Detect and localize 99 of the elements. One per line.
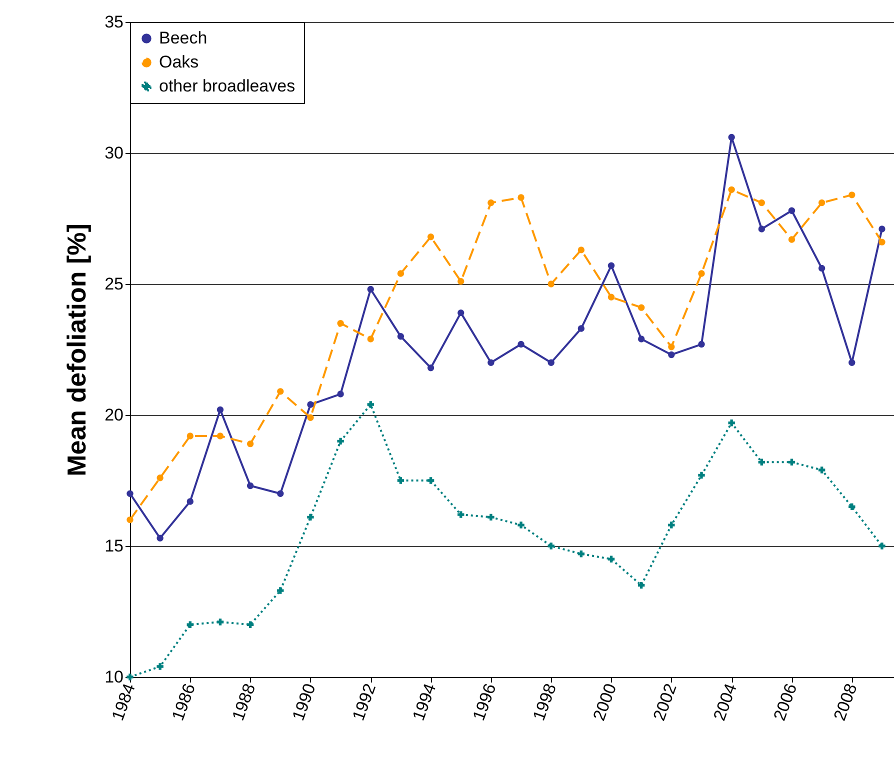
legend-label: other broadleaves [159, 76, 296, 96]
x-tick-label: 2004 [710, 681, 741, 724]
point [337, 438, 344, 445]
point [758, 226, 766, 232]
point [548, 359, 554, 366]
x-tick-label: 1996 [469, 681, 500, 724]
point [638, 336, 645, 342]
x-tick-label: 1994 [408, 681, 440, 724]
point [307, 514, 314, 521]
y-tick-label: 20 [104, 406, 124, 424]
point [126, 516, 134, 524]
point [186, 621, 194, 628]
y-tick-label: 15 [104, 536, 124, 556]
point [277, 587, 284, 594]
point [608, 556, 615, 562]
x-tick-label: 1988 [228, 681, 260, 724]
point [818, 264, 826, 272]
point [608, 262, 615, 270]
x-tick-label: 1986 [168, 681, 200, 724]
point [788, 207, 796, 214]
x-tick-label: 2008 [830, 681, 861, 724]
point [728, 186, 735, 194]
point [758, 199, 766, 206]
point [367, 401, 374, 408]
point [848, 503, 856, 510]
point [668, 344, 675, 350]
point [788, 458, 796, 466]
point [367, 286, 374, 293]
y-tick-label: 35 [104, 12, 124, 32]
point [156, 663, 164, 670]
point [427, 233, 434, 240]
point [458, 309, 464, 316]
point [397, 333, 404, 340]
point [758, 458, 766, 466]
point [488, 514, 494, 521]
point [848, 192, 856, 198]
point [608, 294, 615, 300]
point [578, 325, 585, 332]
point [186, 498, 194, 505]
point [578, 246, 585, 254]
point [156, 474, 164, 482]
point [578, 550, 585, 558]
point [216, 618, 224, 626]
point [548, 280, 554, 288]
point [818, 199, 826, 206]
point [277, 490, 284, 497]
y-tick-label: 25 [104, 274, 124, 294]
point [337, 390, 344, 398]
point [638, 582, 645, 589]
point [548, 542, 554, 550]
point [488, 199, 494, 206]
y-axis-title: Mean defoliation [%] [62, 224, 92, 476]
point [246, 440, 254, 448]
point [698, 270, 705, 277]
point [397, 477, 404, 484]
point [246, 621, 254, 628]
point [337, 320, 344, 327]
point [698, 472, 705, 479]
point [818, 466, 826, 474]
point [458, 278, 464, 285]
x-tick-label: 2000 [589, 681, 620, 724]
point [698, 340, 705, 348]
point [848, 359, 856, 366]
legend-label: Beech [159, 28, 208, 48]
point [246, 482, 254, 490]
point [488, 359, 494, 366]
point [427, 477, 434, 484]
point [458, 511, 464, 518]
point [518, 340, 524, 348]
point [307, 401, 314, 408]
point [878, 542, 886, 550]
point [367, 336, 374, 342]
point [307, 414, 314, 421]
point [638, 304, 645, 311]
point [668, 351, 675, 358]
x-tick-label: 2006 [770, 681, 801, 724]
point [156, 534, 164, 542]
point [518, 194, 524, 201]
point [728, 420, 735, 426]
point [728, 134, 735, 141]
point [518, 522, 524, 528]
x-tick-label: 1990 [288, 681, 320, 724]
legend-label: Oaks [159, 52, 199, 72]
point [788, 236, 796, 243]
x-tick-label: 2002 [650, 681, 680, 724]
x-tick-label: 1992 [348, 681, 380, 724]
point [126, 490, 134, 497]
point [878, 226, 886, 232]
point [216, 432, 224, 440]
point [668, 522, 675, 528]
point [277, 388, 284, 395]
point [427, 364, 434, 372]
point [878, 238, 886, 246]
point [186, 432, 194, 440]
point [216, 406, 224, 414]
x-tick-label: 1998 [529, 681, 560, 724]
y-tick-label: 10 [104, 668, 124, 686]
y-tick-label: 30 [104, 144, 124, 162]
point [397, 270, 404, 277]
